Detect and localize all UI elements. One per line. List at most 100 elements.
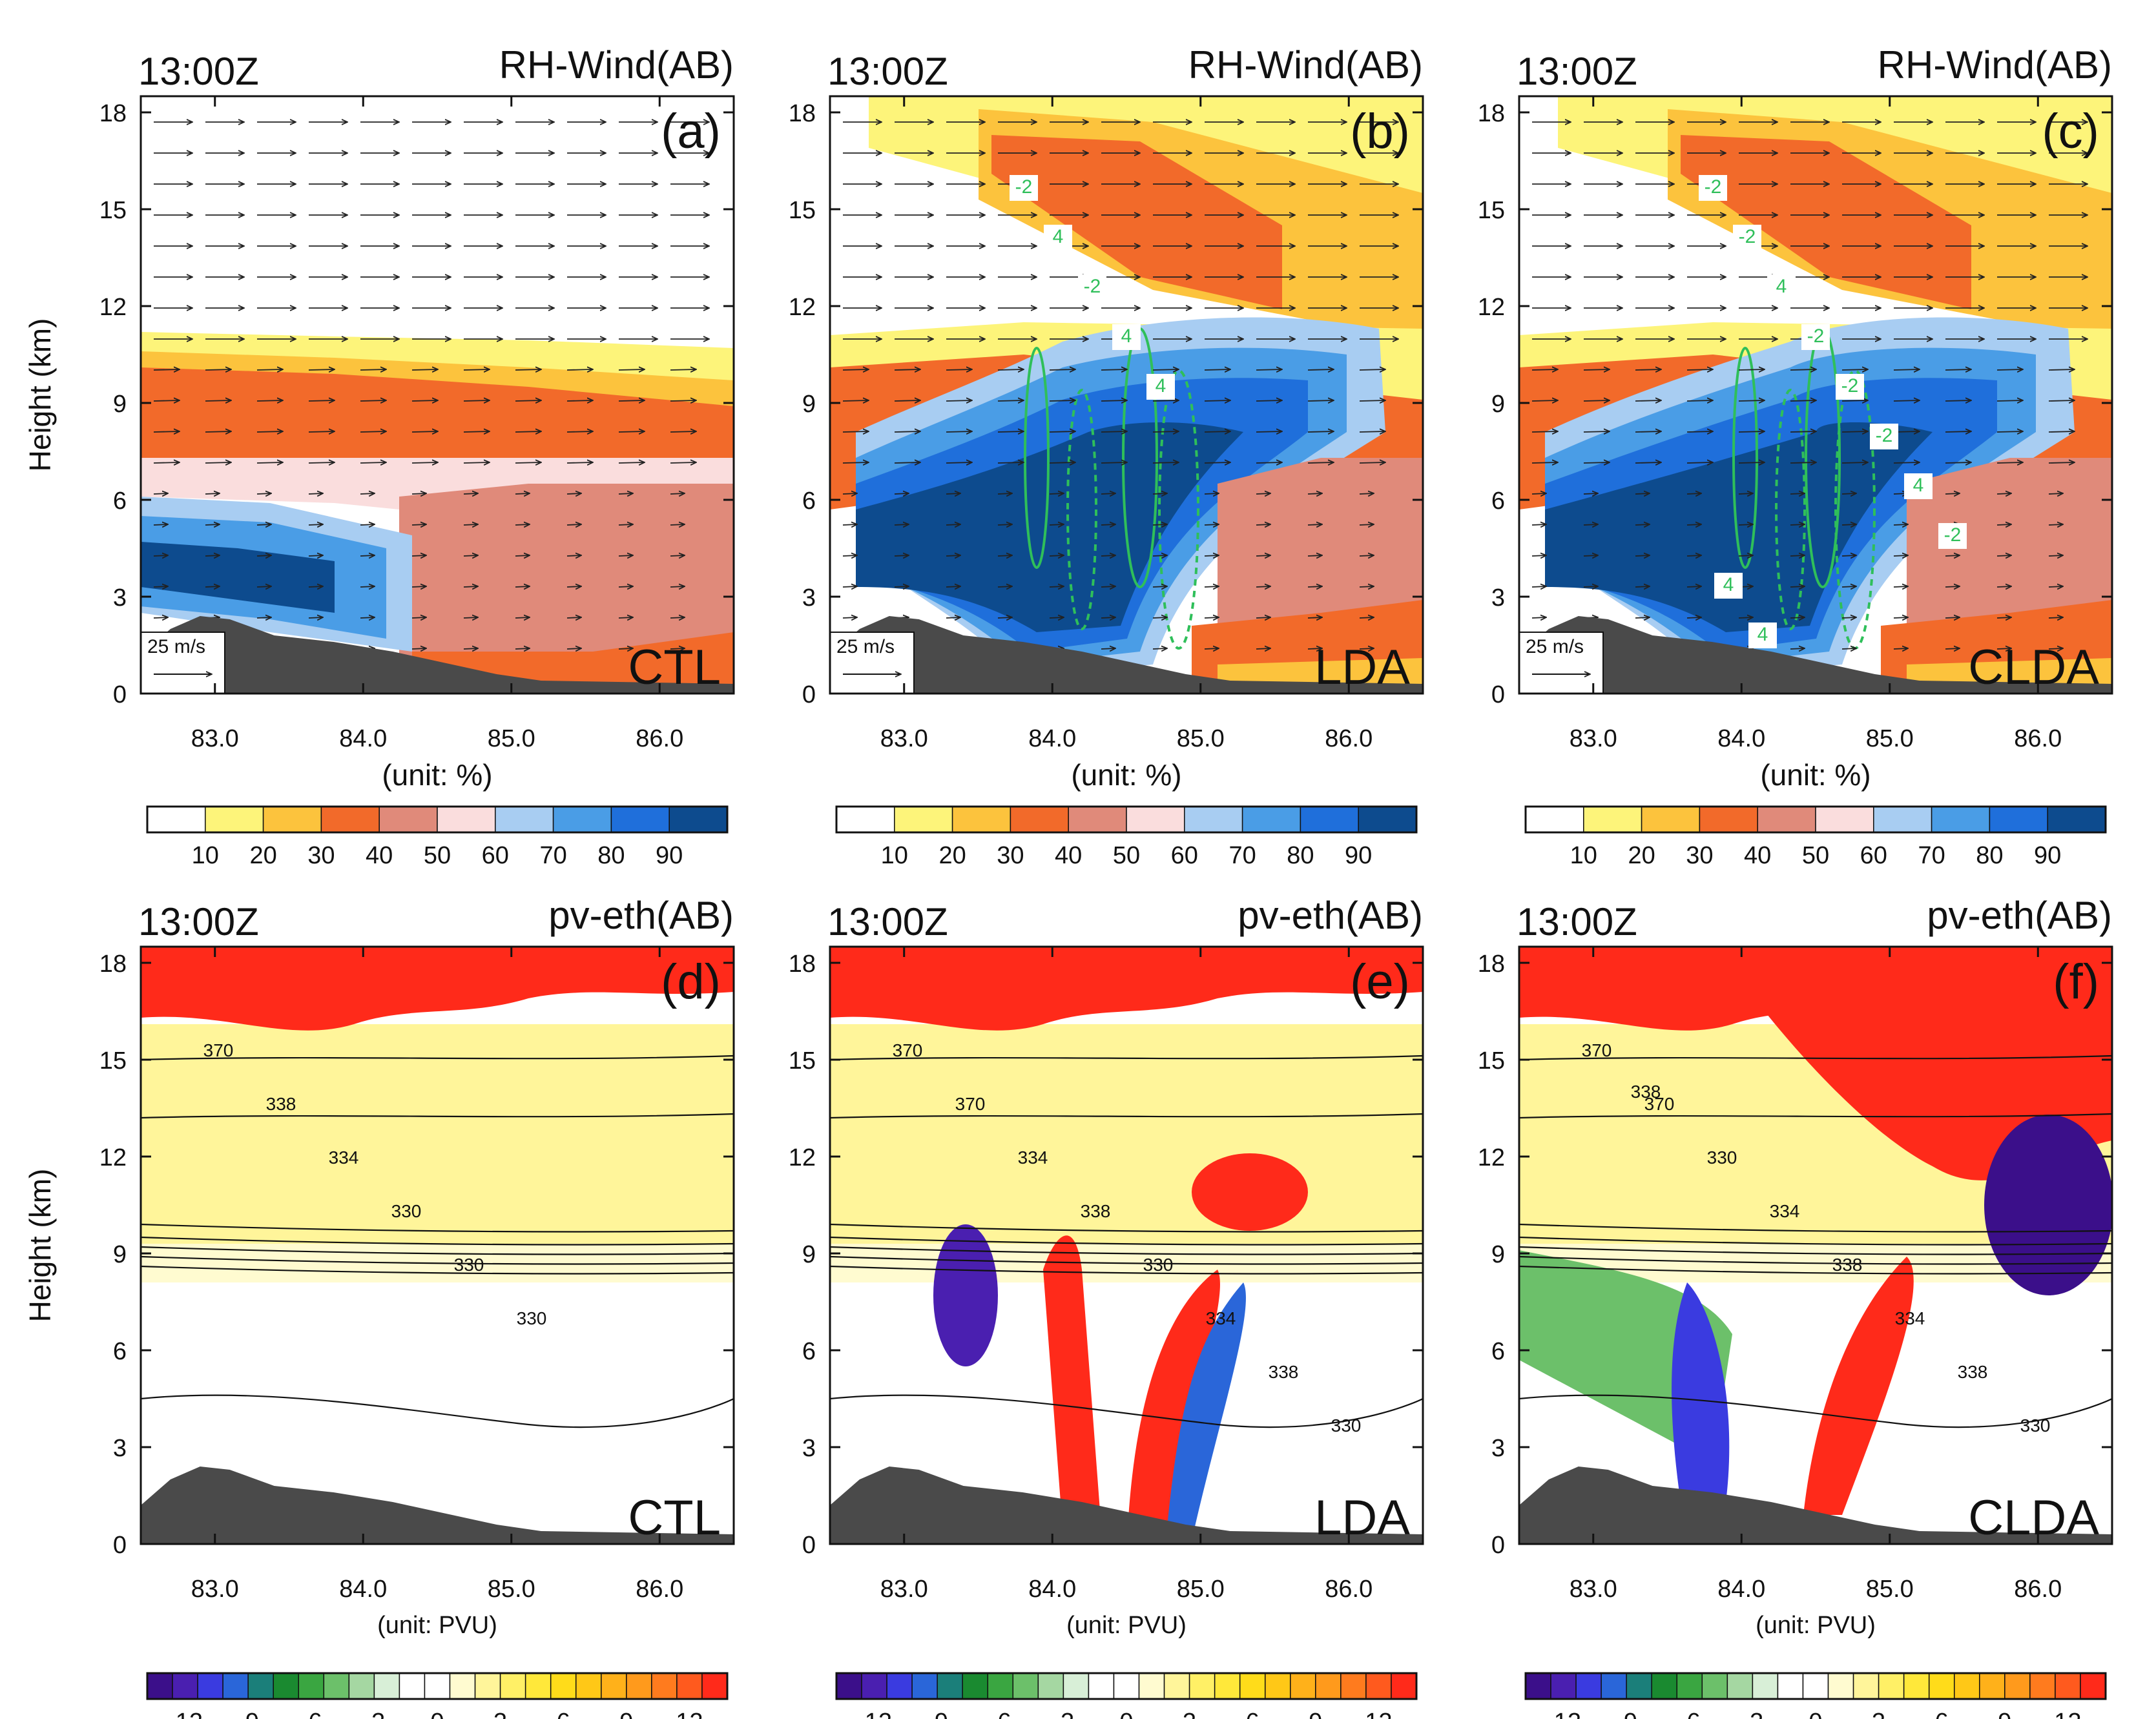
contour-label-box <box>1044 225 1072 251</box>
panel-c: 25 m/s 13:00Z RH-Wind(AB) (c) CLDA 0 3 6 9 12 15 18… <box>1478 43 2113 792</box>
y-tick-label: 18 <box>789 100 816 127</box>
colorbar-label: 60 <box>1860 842 1887 869</box>
theta-e-contour <box>830 1113 1423 1119</box>
wind-vector <box>946 493 960 494</box>
wind-vector <box>1101 586 1115 587</box>
experiment-label: CLDA <box>1968 640 2099 695</box>
y-tick-label: 3 <box>1491 1435 1505 1462</box>
colorbar-label: -9 <box>1615 1709 1637 1719</box>
colorbar-bin <box>1550 1673 1577 1700</box>
contour-label: 370 <box>1644 1094 1675 1114</box>
wind-vector <box>411 400 438 401</box>
colorbar-label: 30 <box>307 842 335 869</box>
colorbar-bin <box>1188 1673 1216 1700</box>
wind-vector <box>1686 555 1701 556</box>
contour-label: 370 <box>955 1094 986 1114</box>
wind-vector <box>997 617 1012 618</box>
colorbar-bin <box>495 806 554 833</box>
contour-label: 4 <box>1156 375 1166 396</box>
colorbar-bin <box>378 806 438 833</box>
wind-vector <box>566 493 581 494</box>
wind-vector <box>1359 369 1385 370</box>
contour-label-box <box>1699 175 1727 201</box>
contour-label: -2 <box>1705 176 1722 198</box>
colorbar-label: -6 <box>300 1709 322 1719</box>
wind-vector <box>308 555 323 556</box>
wind-vector <box>308 431 335 432</box>
wind-vector <box>411 431 438 432</box>
y-tick-label: 18 <box>1478 951 1505 978</box>
wind-vector <box>1686 369 1713 370</box>
colorbar-label: 0 <box>430 1709 444 1719</box>
colorbar-bin <box>1391 1673 1417 1700</box>
colorbar-bin <box>1088 1673 1115 1700</box>
wind-vector <box>842 555 857 556</box>
wind-vector <box>1531 369 1558 370</box>
colorbar-bin <box>1757 806 1816 833</box>
wind-vector <box>515 648 530 649</box>
y-tick-label: 6 <box>113 488 127 515</box>
wind-vector <box>1531 400 1558 401</box>
wind-vector <box>515 462 541 463</box>
wind-vector <box>1738 617 1753 618</box>
wind-vector <box>205 431 231 432</box>
time-label: 13:00Z <box>138 50 259 93</box>
wind-vector <box>670 400 696 401</box>
y-tick-label: 0 <box>802 681 816 708</box>
colorbar-bin <box>894 806 953 833</box>
y-tick-label: 0 <box>1491 1532 1505 1559</box>
wind-vector <box>1841 462 1868 463</box>
theta-e-contour <box>830 1055 1423 1061</box>
wind-vector <box>618 431 645 432</box>
pv-red-cell <box>1192 1153 1308 1231</box>
y-tick-label: 15 <box>789 1047 816 1075</box>
wind-vector <box>670 555 685 556</box>
wind-vector <box>566 369 593 370</box>
colorbar-bin <box>499 1673 526 1700</box>
wind-vector <box>360 555 375 556</box>
terrain <box>830 1467 1423 1544</box>
wind-vector <box>463 431 490 432</box>
x-tick-label: 83.0 <box>1570 725 1617 752</box>
contour-label: 334 <box>1206 1308 1236 1328</box>
theta-e-contour <box>141 1223 734 1233</box>
x-tick-label: 85.0 <box>1177 1576 1225 1603</box>
plot-area-e <box>830 947 1423 1544</box>
colorbar-label: -3 <box>1052 1709 1074 1719</box>
wind-vector <box>411 617 426 618</box>
wind-vector <box>1635 369 1661 370</box>
wind-vector <box>566 617 581 618</box>
x-tick-label: 86.0 <box>2014 725 2062 752</box>
contour-label: 334 <box>1895 1308 1925 1328</box>
colorbar-label: 3 <box>1183 1709 1196 1719</box>
colorbar-frame <box>835 1672 1418 1700</box>
wind-vector <box>1945 493 1960 494</box>
wind-vector <box>566 431 593 432</box>
wind-vector <box>1152 400 1179 401</box>
colorbar-bin <box>1989 806 2048 833</box>
colorbar-f: -12 -9 -6 -3 0 3 6 9 12 <box>1524 1672 2107 1719</box>
contour-label: 338 <box>1958 1362 1988 1382</box>
plot-frame <box>829 945 1424 1545</box>
wind-vector <box>894 493 909 494</box>
theta-e-contour <box>141 1255 734 1265</box>
wind-vector <box>1583 431 1610 432</box>
wind-vector <box>618 586 633 587</box>
colorbar-a: 10 20 30 40 50 60 70 80 90 <box>146 805 729 869</box>
colorbar-b: 10 20 30 40 50 60 70 80 90 <box>835 805 1418 869</box>
wind-vector <box>894 431 920 432</box>
wind-vector <box>894 400 920 401</box>
wind-vector <box>1307 462 1334 463</box>
pv-plume-red <box>1043 1235 1101 1528</box>
colorbar-bin <box>323 1673 350 1700</box>
colorbar-bin <box>550 1673 577 1700</box>
wind-vector <box>1996 648 2011 649</box>
wind-vector <box>2048 462 2075 463</box>
contour-label-box <box>1733 225 1761 251</box>
contour-label: -2 <box>1807 325 1825 347</box>
colorbar-label: 50 <box>1802 842 1829 869</box>
wind-vector <box>256 493 271 494</box>
wind-vector <box>1307 586 1322 587</box>
contour-label: 4 <box>1776 276 1787 297</box>
y-tick-label: 9 <box>113 391 127 418</box>
